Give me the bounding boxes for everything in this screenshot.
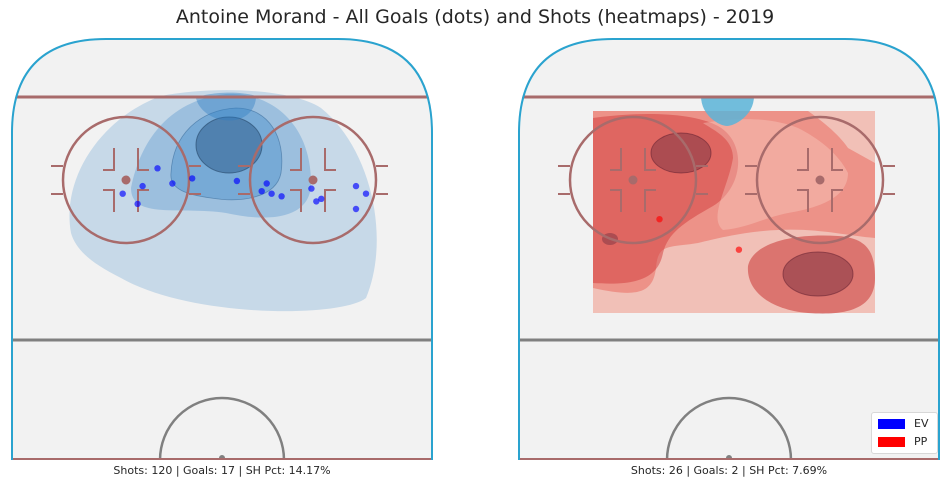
goal-point xyxy=(308,185,315,192)
faceoff-circle-left xyxy=(558,115,708,245)
chart-title: Antoine Morand - All Goals (dots) and Sh… xyxy=(175,6,775,28)
goal-point xyxy=(735,246,743,253)
ev-caption: Shots: 120 | Goals: 17 | SH Pct: 14.17% xyxy=(113,464,331,477)
legend-item-pp: PP xyxy=(878,435,927,448)
goal-point xyxy=(233,177,241,185)
faceoff-circle-right xyxy=(745,115,895,245)
goal-point xyxy=(119,190,126,197)
pp-rink-panel xyxy=(518,38,940,460)
goal-point xyxy=(154,165,161,172)
pp-caption: Shots: 26 | Goals: 2 | SH Pct: 7.69% xyxy=(630,464,828,477)
pp-shot-heatmap xyxy=(593,111,875,314)
goal-point xyxy=(263,180,270,187)
goal-point xyxy=(362,190,370,197)
center-circle xyxy=(158,396,286,460)
goal-point xyxy=(318,195,325,202)
goal-point xyxy=(352,205,360,213)
legend-item-ev: EV xyxy=(878,417,928,430)
rink-boards xyxy=(11,38,433,460)
goal-point xyxy=(278,193,285,200)
ev-goal-points xyxy=(119,165,370,213)
goal-point xyxy=(134,200,141,208)
goal-point xyxy=(352,182,360,190)
ev-shot-heatmap xyxy=(69,90,377,312)
faceoff-circle-right xyxy=(238,115,388,245)
goal-point xyxy=(268,190,275,197)
rink-boards xyxy=(518,38,940,460)
legend-swatch-pp xyxy=(878,436,905,447)
legend-label-pp: PP xyxy=(914,435,928,448)
goal-point xyxy=(169,180,176,187)
legend: EV PP xyxy=(871,412,938,454)
goal-point xyxy=(656,216,663,223)
goal-crease xyxy=(701,96,754,126)
ice-surface xyxy=(11,38,433,460)
goal-point xyxy=(258,188,265,195)
ev-rink-panel xyxy=(11,38,433,460)
legend-swatch-ev xyxy=(878,418,905,429)
faceoff-circle-left xyxy=(51,115,201,245)
goal-point xyxy=(139,182,146,190)
center-circle xyxy=(665,396,793,460)
goal-point xyxy=(189,175,196,182)
goal-point xyxy=(313,198,320,205)
legend-label-ev: EV xyxy=(914,417,929,430)
pp-goal-points xyxy=(656,216,743,253)
